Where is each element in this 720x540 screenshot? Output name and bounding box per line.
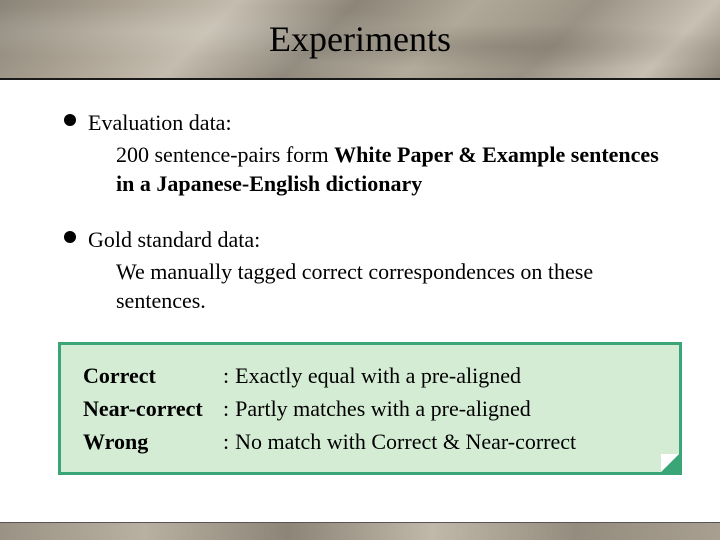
def-term-correct: Correct [83,359,223,392]
def-desc-correct: Exactly equal with a pre-aligned [235,359,521,392]
bullet-2-label: Gold standard data: [88,227,260,252]
def-colon: : [223,359,229,392]
def-colon: : [223,392,229,425]
definition-row: Wrong : No match with Correct & Near-cor… [83,425,661,458]
def-term-wrong: Wrong [83,425,223,458]
def-desc-wrong: No match with Correct & Near-correct [235,425,576,458]
bullet-marker-icon [64,114,76,126]
content-area: Evaluation data: 200 sentence-pairs form… [0,80,720,316]
definitions-box: Correct : Exactly equal with a pre-align… [58,342,682,475]
definition-row: Correct : Exactly equal with a pre-align… [83,359,661,392]
slide-title: Experiments [0,18,720,60]
bullet-gold-standard: Gold standard data: We manually tagged c… [64,225,670,316]
bullet-1-detail-prefix: 200 sentence-pairs form [116,142,334,167]
bullet-evaluation-data: Evaluation data: 200 sentence-pairs form… [64,108,670,199]
bullet-2-detail: We manually tagged correct correspondenc… [88,257,670,316]
bullet-1-label: Evaluation data: [88,110,232,135]
bullet-1-detail: 200 sentence-pairs form White Paper & Ex… [88,140,670,199]
definition-row: Near-correct : Partly matches with a pre… [83,392,661,425]
bullet-2-detail-prefix: We manually tagged correct correspondenc… [116,259,593,314]
bullet-marker-icon [64,231,76,243]
def-colon: : [223,425,229,458]
def-term-near-correct: Near-correct [83,392,223,425]
footer-texture-band [0,522,720,540]
def-desc-near-correct: Partly matches with a pre-aligned [235,392,531,425]
